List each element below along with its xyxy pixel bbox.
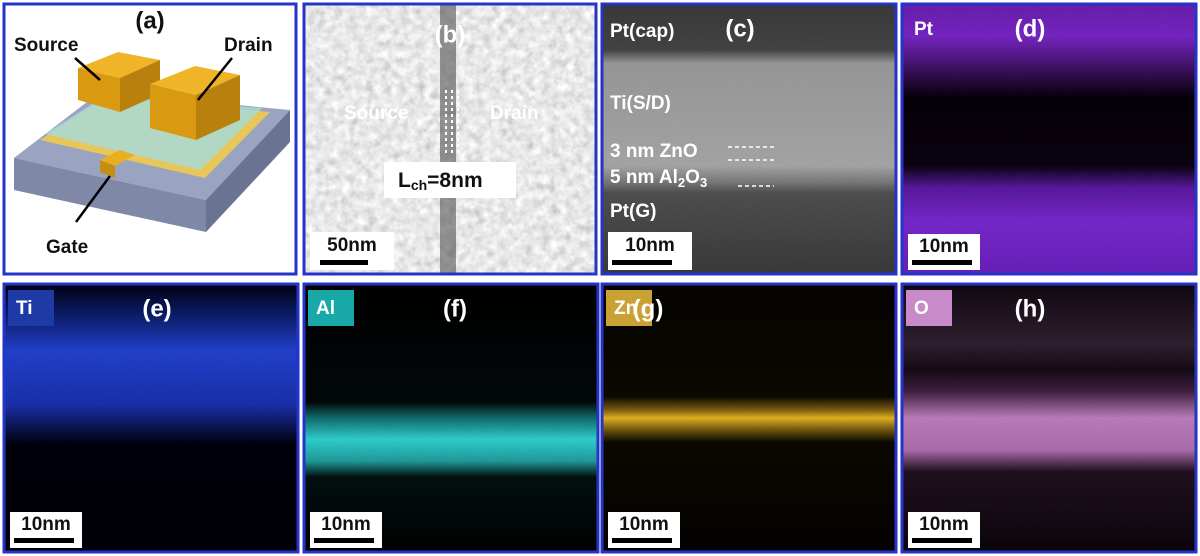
- texture: [4, 284, 298, 552]
- text: O: [685, 167, 700, 188]
- layer-label: Ti(S/D): [610, 93, 671, 114]
- panel-label: (g): [633, 295, 664, 322]
- label-box: [384, 162, 516, 198]
- source-side: [120, 60, 160, 112]
- panel-label: (d): [1015, 15, 1046, 42]
- source-label: Source: [344, 103, 408, 124]
- scale-bar-label: 10nm: [919, 236, 969, 257]
- interface-markers: [728, 146, 774, 187]
- map-panel: Pt (d) 10nm: [900, 2, 1198, 276]
- element-box: [906, 290, 952, 326]
- panel-label: (e): [142, 295, 171, 322]
- subscript: 3: [700, 175, 707, 190]
- element-label: Ti: [16, 298, 33, 319]
- subscript: 2: [678, 175, 685, 190]
- texture: [602, 4, 896, 274]
- gate-pad: [100, 160, 115, 178]
- arrow: [74, 57, 101, 81]
- substrate-side: [14, 158, 206, 232]
- scale-bar: [612, 538, 672, 543]
- scale-bar-label: 10nm: [625, 235, 675, 256]
- map-panel: Zn(g) 10nm: [600, 282, 898, 554]
- element-label: Zn: [614, 298, 637, 319]
- drain-label: Drain: [224, 35, 273, 56]
- scale-bar: [320, 260, 368, 265]
- gate-label: Gate: [46, 237, 88, 258]
- element-label: Al: [316, 298, 335, 319]
- panel-label: (b): [435, 21, 466, 48]
- panel-label: (c): [725, 15, 754, 42]
- panel-frame: [302, 282, 600, 554]
- symbol: L: [398, 169, 411, 192]
- scale-bar: [314, 538, 374, 543]
- drain-label: Drain: [490, 103, 539, 124]
- substrate-side: [206, 110, 290, 232]
- arrow: [74, 175, 112, 223]
- drain-side: [196, 75, 240, 140]
- texture: [602, 284, 896, 552]
- layer-label: 3 nm ZnO: [610, 141, 698, 162]
- scale-bar-label: 10nm: [619, 514, 669, 535]
- scale-bar: [612, 260, 672, 265]
- map-panel: Al (f) 10nm: [302, 282, 600, 554]
- arrow: [197, 57, 233, 101]
- source-label: Source: [14, 35, 78, 56]
- element-box: [606, 290, 652, 326]
- map-panel: O (h) 10nm: [900, 282, 1198, 554]
- drain-top: [150, 66, 240, 95]
- panel-b: (b) Source Drain Lch=8nm 50nm: [302, 2, 598, 276]
- element-label: Pt: [914, 19, 934, 40]
- panel-label: (a): [135, 7, 164, 34]
- layer-label: Pt(cap): [610, 21, 674, 42]
- panel-frame: [2, 282, 300, 554]
- panel-frame: [900, 2, 1198, 276]
- channel-gap: [440, 4, 456, 274]
- layer-label: 5 nm Al2O3: [610, 167, 707, 190]
- source-side: [78, 68, 120, 112]
- scale-bar-label: 10nm: [919, 514, 969, 535]
- scale-bar: [912, 260, 972, 265]
- panel-frame: [900, 282, 1198, 554]
- panel-frame: [302, 2, 598, 276]
- element-box: [308, 290, 354, 326]
- panel-label: (f): [443, 295, 467, 322]
- panel-c: (c) Pt(cap) Ti(S/D) 3 nm ZnO 5 nm Al2O3 …: [600, 2, 898, 276]
- scale-bar-label: 10nm: [21, 514, 71, 535]
- panel-label: (h): [1015, 295, 1046, 322]
- channel-marker: [445, 90, 459, 155]
- panel-frame: [600, 282, 898, 554]
- gate-pad: [100, 150, 135, 166]
- texture: [304, 284, 598, 552]
- map-panel: Ti (e) 10nm: [2, 282, 300, 554]
- subscript: ch: [411, 177, 427, 193]
- scale-bar: [14, 538, 74, 543]
- panel-frame: [600, 2, 898, 276]
- scale-bar: [912, 538, 972, 543]
- texture: [902, 4, 1196, 274]
- value: =8nm: [427, 169, 482, 192]
- texture: [902, 284, 1196, 552]
- scale-bar-label: 10nm: [321, 514, 371, 535]
- panel-a: (a) Source Drain Gate: [2, 2, 298, 276]
- element-label: O: [914, 298, 929, 319]
- text: 5 nm Al: [610, 167, 678, 188]
- channel-length: Lch=8nm: [398, 169, 483, 193]
- layer-label: Pt(G): [610, 201, 656, 222]
- drain-side: [150, 84, 196, 140]
- source-top: [78, 52, 160, 78]
- scale-bar-label: 50nm: [327, 235, 377, 256]
- element-box: [8, 290, 54, 326]
